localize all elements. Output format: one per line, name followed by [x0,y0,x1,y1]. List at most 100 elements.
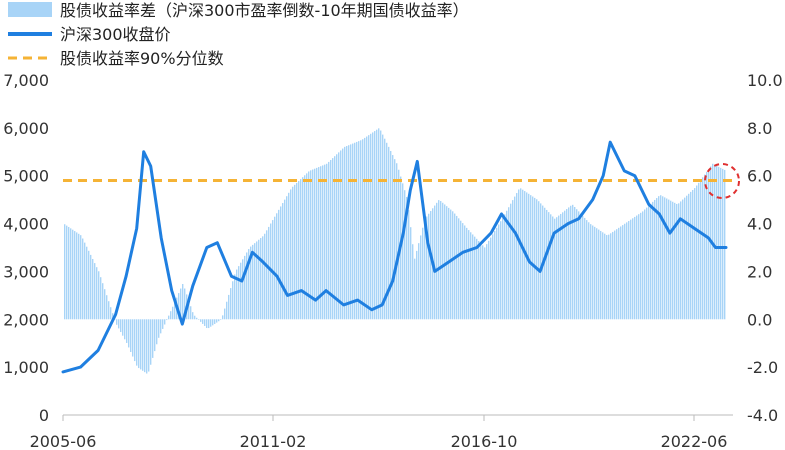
spread-bar [324,164,326,320]
spread-bar [340,150,342,320]
spread-bar [184,288,186,320]
spread-bar [252,244,254,320]
spread-bar [428,213,430,320]
spread-bar [690,191,692,320]
left-tick-label: 1,000 [3,358,49,377]
spread-bar [74,231,76,320]
spread-bar [646,207,648,320]
spread-bar [158,319,160,338]
spread-bar [458,218,460,320]
spread-bar [256,241,258,320]
spread-bar [540,203,542,320]
spread-bar [436,202,438,320]
spread-bar [336,154,338,320]
spread-bar [212,319,214,326]
spread-bar [230,288,232,320]
spread-bar [464,225,466,320]
spread-bar [714,164,716,320]
left-tick-label: 6,000 [3,119,49,138]
highlight-circle [704,163,740,199]
spread-bar [178,293,180,320]
spread-bar [420,235,422,320]
spread-bar [356,141,358,320]
spread-bar [364,137,366,320]
spread-bar [556,217,558,320]
spread-bar [470,232,472,320]
spread-bar [88,250,90,320]
spread-bar [604,233,606,320]
spread-bar [68,226,70,320]
spread-bar [124,319,126,340]
left-tick-label: 0 [39,406,49,425]
spread-bar [90,254,92,320]
spread-bar [104,289,106,320]
spread-bar [366,136,368,320]
spread-bar [378,128,380,320]
spread-bar [694,188,696,320]
legend-label-spread: 股债收益率差（沪深300市盈率倒数-10年期国债收益率） [60,1,469,20]
spread-bar [154,319,156,352]
spread-bar [600,230,602,320]
spread-bar [308,171,310,320]
spread-bar [412,244,414,320]
spread-bar [182,284,184,320]
spread-bar [274,216,276,320]
plot-area [61,128,733,374]
spread-bar [298,181,300,320]
spread-bar [112,313,114,320]
spread-bar [616,229,618,320]
spread-bar [136,319,138,366]
spread-bar [264,233,266,320]
spread-bar [660,195,662,320]
legend-swatch-spread [8,2,52,17]
spread-bar [84,242,86,320]
legend: 股债收益率差（沪深300市盈率倒数-10年期国债收益率） 沪深300收盘价 股债… [8,1,469,68]
spread-bar [670,200,672,320]
spread-bar [346,146,348,320]
spread-bar [518,189,520,320]
spread-bar [358,141,360,320]
spread-bar [584,217,586,320]
spread-bar [222,315,224,320]
spread-bar [724,169,726,320]
spread-bar [594,226,596,320]
spread-bar [570,205,572,320]
spread-bar [204,319,206,326]
spread-bar [140,319,142,370]
spread-bar [480,243,482,320]
spread-bar [208,319,210,329]
spread-bar [558,215,560,320]
spread-bar [170,311,172,320]
spread-bar [414,258,416,320]
spread-bar [492,234,494,320]
spread-bar [132,319,134,357]
legend-item-spread: 股债收益率差（沪深300市盈率倒数-10年期国债收益率） [8,1,469,20]
spread-bar [610,233,612,320]
spread-bar [64,224,66,320]
spread-bar [482,245,484,320]
spread-bar [708,169,710,320]
spread-bar [664,197,666,320]
spread-bar [520,188,522,320]
left-tick-label: 2,000 [3,310,49,329]
spread-bar [248,249,250,320]
spread-bar [544,207,546,320]
spread-bar [214,319,216,324]
spread-bar [262,236,264,320]
spread-bar [454,213,456,320]
spread-bar [720,167,722,320]
spread-bar [128,319,130,348]
spread-bar [486,244,488,320]
spread-bar [142,319,144,371]
spread-bar [602,232,604,320]
spread-bar [680,201,682,320]
spread-bar [384,138,386,320]
spread-bar [668,199,670,320]
spread-bar [96,267,98,320]
spread-bar [320,166,322,320]
spread-bar [218,319,220,322]
spread-bar [174,302,176,320]
spread-bar [254,243,256,320]
spread-bar [260,238,262,320]
spread-bar [304,175,306,320]
